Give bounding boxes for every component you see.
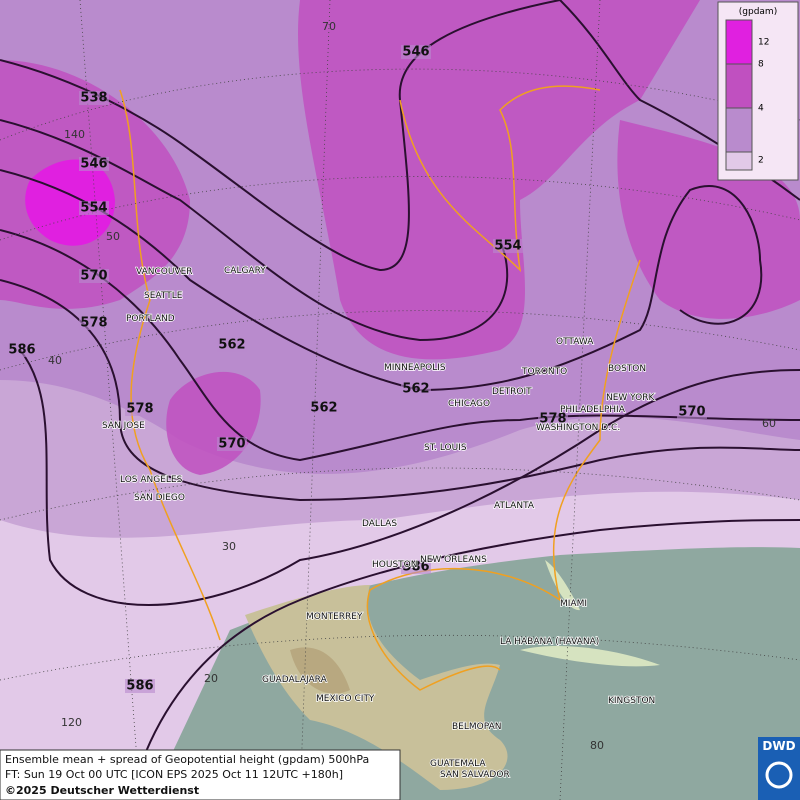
city-label: CHICAGO — [448, 399, 490, 409]
legend-label: 12 — [758, 38, 769, 48]
city-label: ATLANTA — [494, 501, 535, 511]
city-label: LA HABANA (HAVANA) — [500, 637, 599, 647]
contour-label: 586 — [126, 679, 153, 694]
land — [290, 647, 350, 694]
legend-swatch — [725, 107, 753, 153]
city-label: TORONTO — [521, 367, 567, 377]
city-label: NEW ORLEANS — [420, 555, 487, 565]
contour-label-bg — [401, 560, 431, 574]
contour-label: 578 — [126, 402, 153, 417]
contour-label: 570 — [218, 437, 245, 452]
contour-label: 562 — [310, 401, 337, 416]
city-label: DALLAS — [362, 519, 397, 529]
graticule-label: 140 — [64, 128, 85, 141]
contour-label: 554 — [80, 201, 107, 216]
contour-label-bg — [79, 269, 109, 283]
contour-label: 546 — [402, 45, 429, 60]
contour-label-bg — [7, 343, 37, 357]
city-label: ST. LOUIS — [424, 443, 467, 453]
legend-label: 2 — [758, 156, 764, 166]
city-label: OTTAWA — [556, 337, 594, 347]
contour-label-bg — [79, 157, 109, 171]
footer-copyright: ©2025 Deutscher Wetterdienst — [5, 784, 199, 797]
contour-label: 538 — [80, 91, 107, 106]
city-label: MEXICO CITY — [316, 694, 375, 704]
contour-label: 586 — [8, 343, 35, 358]
city-label: BELMOPAN — [452, 722, 501, 732]
contour-label-bg — [401, 45, 431, 59]
contour-label: 554 — [494, 239, 521, 254]
contour-label-bg — [538, 412, 568, 426]
land — [245, 585, 508, 790]
contour-label-bg — [493, 239, 523, 253]
city-label: NEW YORK — [606, 393, 656, 403]
city-label: LOS ANGELES — [120, 475, 183, 485]
contour-label: 562 — [402, 382, 429, 397]
graticule-label: 30 — [222, 540, 236, 553]
legend-swatch — [725, 151, 753, 171]
graticule-label: 80 — [590, 739, 604, 752]
city-label: WASHINGTON D.C. — [536, 423, 620, 433]
city-label: HOUSTON — [372, 560, 417, 570]
city-label: GUATEMALA — [430, 759, 486, 769]
land — [520, 645, 660, 667]
contour-label-bg — [125, 402, 155, 416]
contour-label-bg — [79, 316, 109, 330]
city-label: CALGARY — [224, 266, 266, 276]
legend-label: 8 — [758, 60, 764, 70]
city-label: MINNEAPOLIS — [384, 363, 446, 373]
contour-label-bg — [79, 91, 109, 105]
footer-title: Ensemble mean + spread of Geopotential h… — [5, 753, 369, 766]
contour-label: 578 — [539, 412, 566, 427]
city-label: PORTLAND — [126, 314, 175, 324]
city-label: BOSTON — [608, 364, 646, 374]
contour-label-bg — [677, 405, 707, 419]
graticule-label: 40 — [48, 354, 62, 367]
spread-zone — [25, 159, 115, 246]
contour-label-bg — [217, 437, 247, 451]
logo-text: DWD — [762, 739, 795, 753]
city-label: SEATTLE — [144, 291, 183, 301]
legend-swatch — [725, 19, 753, 65]
legend-unit: (gpdam) — [739, 7, 777, 17]
graticule-label: 50 — [106, 230, 120, 243]
city-label: SAN JOSE — [102, 421, 145, 431]
contour-label: 570 — [678, 405, 705, 420]
contour-label-bg — [125, 679, 155, 693]
city-label: SAN DIEGO — [134, 493, 185, 503]
land — [545, 560, 580, 611]
logo — [758, 737, 800, 800]
city-label: MONTERREY — [306, 612, 363, 622]
contour-label: 586 — [402, 560, 429, 575]
contour-label-bg — [401, 382, 431, 396]
graticule-label: 70 — [322, 20, 336, 33]
contour-label: 570 — [80, 269, 107, 284]
contour-label: 562 — [218, 338, 245, 353]
contour-label-bg — [309, 401, 339, 415]
city-label: KINGSTON — [608, 696, 655, 706]
contour-label: 578 — [80, 316, 107, 331]
city-label: DETROIT — [492, 387, 532, 397]
city-label: VANCOUVER — [136, 267, 193, 277]
coastlines — [119, 85, 641, 691]
logo-swirl — [765, 761, 793, 789]
city-label: GUADALAJARA — [262, 675, 328, 685]
footer-box — [0, 749, 401, 800]
contour-label-bg — [79, 201, 109, 215]
city-label: PHILADELPHIA — [560, 405, 626, 415]
footer-forecast: FT: Sun 19 Oct 00 UTC [ICON EPS 2025 Oct… — [5, 768, 343, 781]
city-label: SAN SALVADOR — [440, 770, 510, 780]
graticule-label: 120 — [61, 716, 82, 729]
city-label: MIAMI — [560, 599, 587, 609]
contour-label-bg — [217, 338, 247, 352]
contour-label: 546 — [80, 157, 107, 172]
graticule-label: 60 — [762, 417, 776, 430]
graticule-label: 20 — [204, 672, 218, 685]
legend-label: 4 — [758, 104, 764, 114]
legend-swatch — [725, 63, 753, 109]
